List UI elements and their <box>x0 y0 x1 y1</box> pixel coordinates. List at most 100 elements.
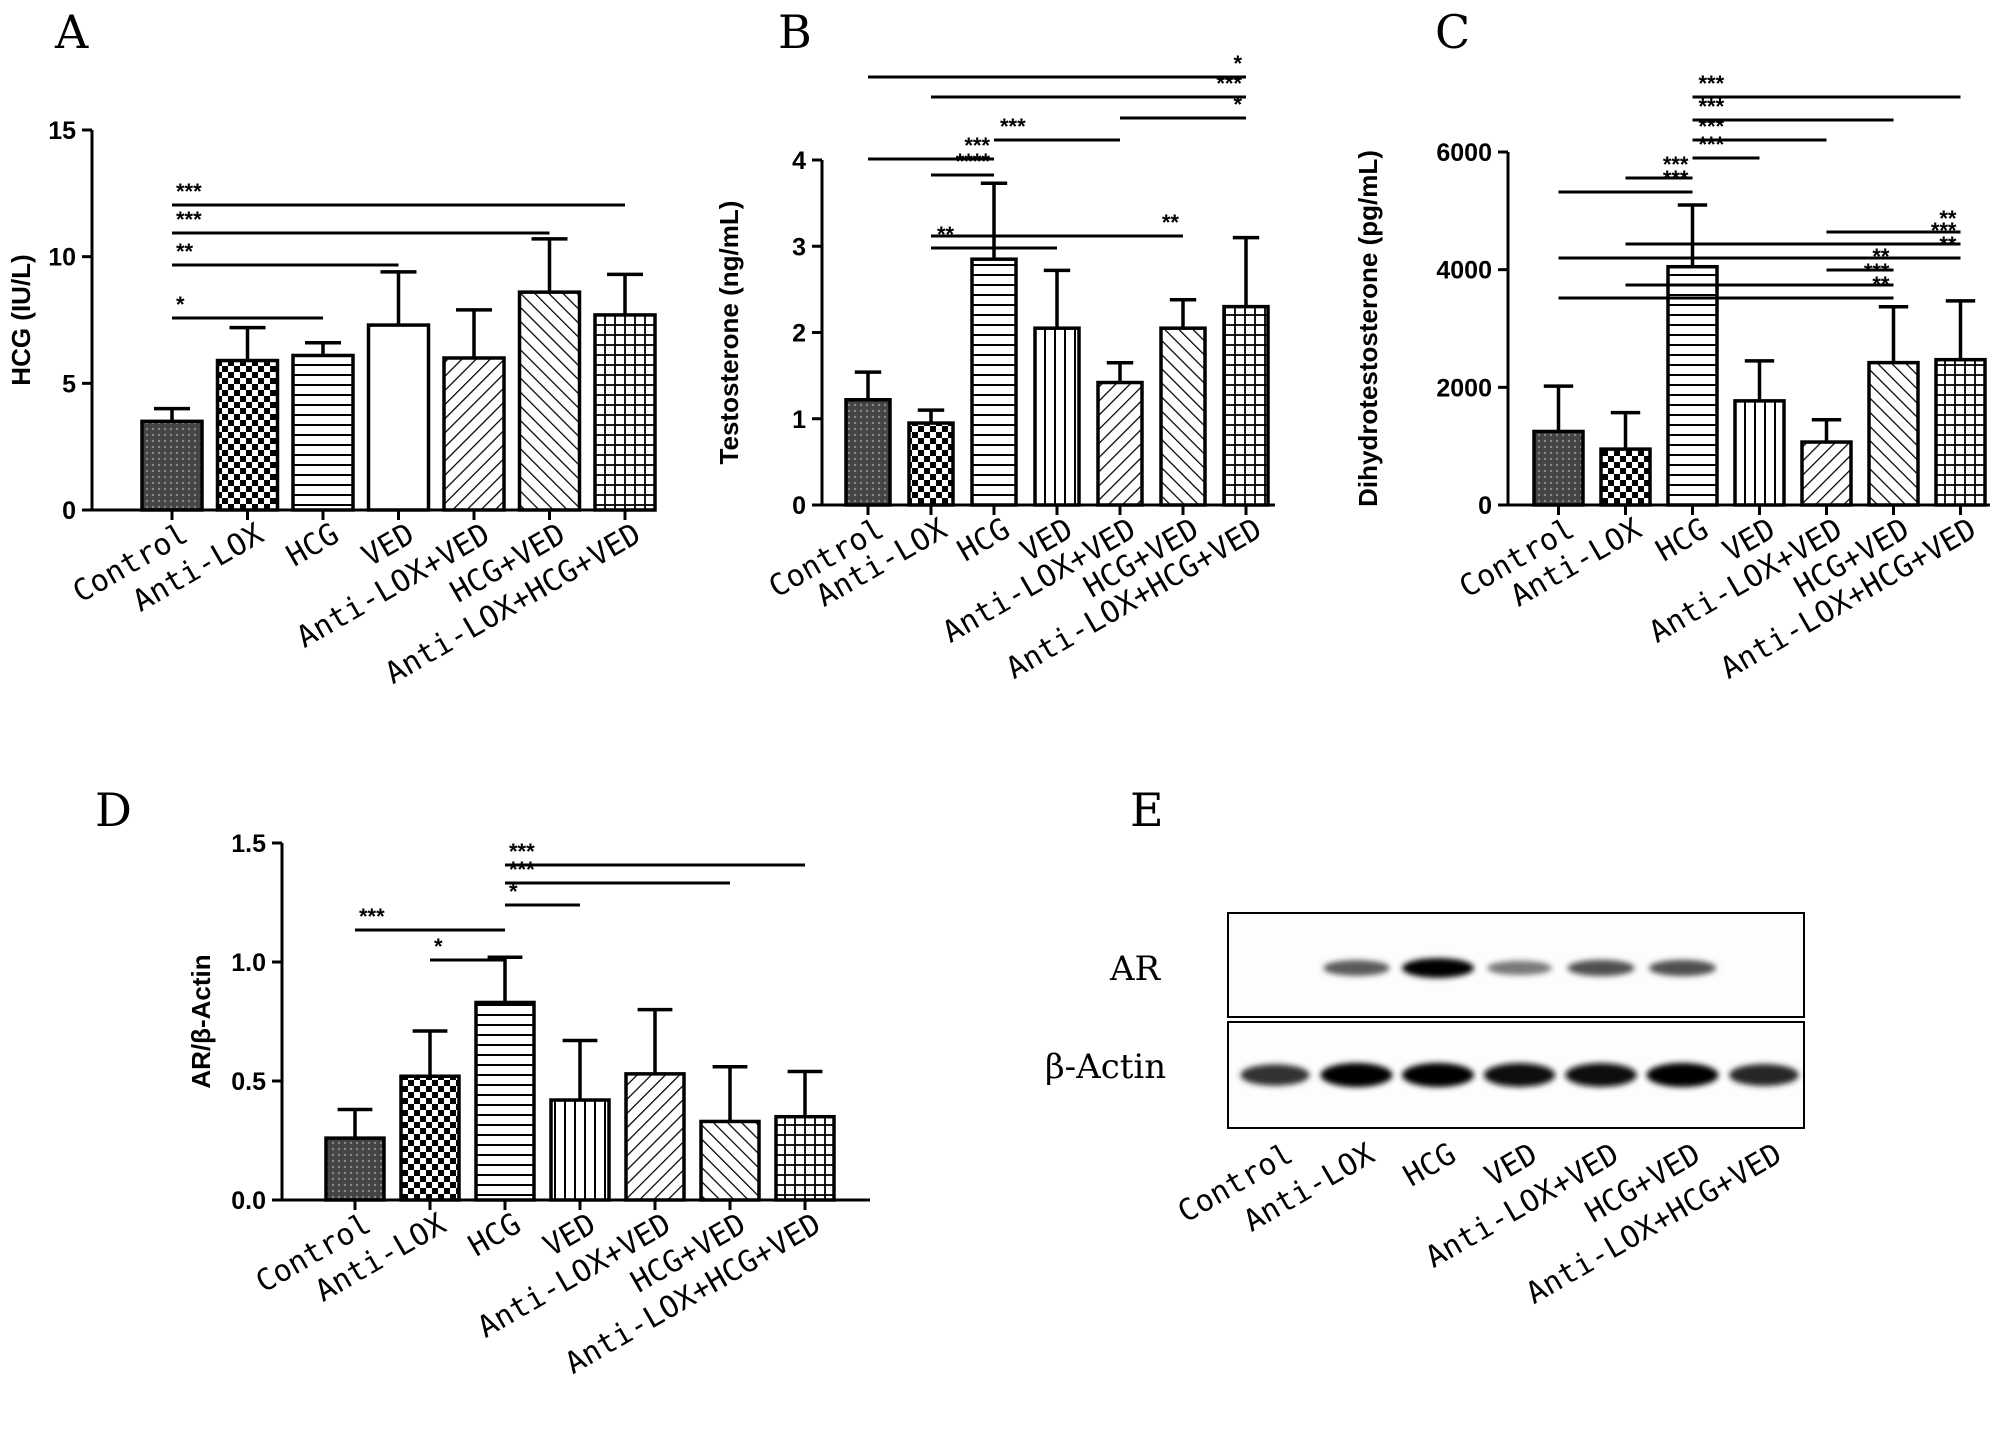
significance-label: *** <box>964 133 990 158</box>
y-axis-label: AR/β-Actin <box>186 954 216 1088</box>
bar <box>215 358 280 512</box>
significance-label: *** <box>509 839 535 864</box>
y-tick-label: 0.5 <box>231 1068 266 1096</box>
y-axis-label: Dihydrotestosterone (pg/mL) <box>1353 150 1383 507</box>
blot-band <box>1240 1064 1310 1086</box>
bar <box>399 1074 461 1202</box>
significance-label: ** <box>176 239 194 264</box>
significance-label: *** <box>176 179 202 204</box>
y-axis-label: HCG (IU/L) <box>6 254 36 385</box>
blot-band <box>1567 959 1635 977</box>
chart-panel-c: 0 2000 4000 6000 Dihydrotestosterone (pg/mL)… <box>1353 71 1990 686</box>
y-tick-label: 15 <box>48 117 76 145</box>
y-tick-label: 1.5 <box>231 830 266 858</box>
x-tick-label: HCG <box>463 1207 527 1264</box>
bar <box>1867 360 1920 507</box>
y-tick-label: 4000 <box>1436 257 1492 285</box>
significance-label: ** <box>1162 210 1180 235</box>
x-tick-label: HCG <box>1650 512 1714 569</box>
bar <box>549 1098 611 1202</box>
significance-label: *** <box>359 904 385 929</box>
bar <box>907 421 955 507</box>
significance-label: **** <box>956 149 991 174</box>
significance-label: * <box>1233 51 1242 76</box>
blot-band <box>1402 1062 1474 1088</box>
y-tick-label: 2000 <box>1436 374 1492 402</box>
y-tick-label: 0 <box>1478 492 1492 520</box>
bar <box>291 353 355 512</box>
significance-label: *** <box>509 857 535 882</box>
x-tick-label: HCG <box>281 517 345 574</box>
blot-band <box>1323 960 1390 976</box>
x-tick-label: HCG <box>952 512 1016 569</box>
bar <box>1096 380 1144 507</box>
blot-band <box>1646 1062 1719 1088</box>
panel-letter-c: C <box>1435 5 1470 59</box>
bar <box>1800 440 1853 507</box>
bar <box>970 257 1018 507</box>
y-tick-label: 3 <box>792 233 806 261</box>
bar <box>593 313 657 512</box>
y-tick-label: 2 <box>792 320 806 348</box>
blot-band <box>1487 960 1552 976</box>
blot-band <box>1483 1063 1556 1087</box>
significance-label: *** <box>1699 71 1725 96</box>
bar <box>1733 399 1786 507</box>
significance-label: *** <box>1663 152 1689 177</box>
bar <box>1033 326 1081 507</box>
y-axis-label: Testosterone (ng/mL) <box>714 201 744 465</box>
significance-label: *** <box>1699 114 1725 139</box>
significance-label: * <box>176 292 185 317</box>
y-tick-label: 4 <box>792 147 806 175</box>
significance-label: *** <box>176 207 202 232</box>
bar <box>1159 326 1207 507</box>
y-tick-label: 1.0 <box>231 949 266 977</box>
significance-label: *** <box>1216 71 1242 96</box>
bar <box>1222 304 1270 507</box>
blot-band <box>1402 958 1474 978</box>
bar <box>517 290 582 512</box>
bar <box>624 1072 686 1202</box>
blot-band <box>1648 959 1717 977</box>
y-tick-label: 6000 <box>1436 139 1492 167</box>
bar <box>699 1119 761 1202</box>
blot-lane-label: HCG <box>1398 1137 1462 1194</box>
blot-row-label-actin: β-Actin <box>1045 1047 1166 1087</box>
panel-letter-e: E <box>1130 783 1164 837</box>
bar <box>1532 429 1585 507</box>
bar <box>324 1136 386 1202</box>
bar <box>474 1000 536 1202</box>
significance-label: * <box>509 879 518 904</box>
significance-label: * <box>1233 92 1242 117</box>
bar <box>1599 447 1652 507</box>
bar <box>366 323 431 512</box>
y-tick-label: 0 <box>792 492 806 520</box>
bar <box>1666 264 1719 507</box>
panel-letter-a: A <box>54 5 89 59</box>
panel-letter-d: D <box>95 783 132 837</box>
bar <box>442 356 506 512</box>
y-tick-label: 5 <box>62 370 76 398</box>
y-tick-label: 0.0 <box>231 1187 266 1215</box>
bar <box>844 398 892 507</box>
bar <box>1934 357 1987 507</box>
significance-label: * <box>434 934 443 959</box>
y-tick-label: 0 <box>62 497 76 525</box>
y-tick-label: 1 <box>792 406 806 434</box>
blot-row-label-ar: AR <box>1109 949 1162 989</box>
bar <box>140 419 204 512</box>
blot-band <box>1729 1064 1799 1086</box>
significance-label: ** <box>1939 206 1957 231</box>
y-tick-label: 10 <box>48 244 76 272</box>
blot-band <box>1565 1063 1637 1087</box>
panel-letter-b: B <box>778 5 812 59</box>
significance-label: *** <box>1699 132 1725 157</box>
significance-label: *** <box>1000 114 1026 139</box>
bar <box>774 1114 836 1202</box>
blot-band <box>1320 1062 1393 1088</box>
